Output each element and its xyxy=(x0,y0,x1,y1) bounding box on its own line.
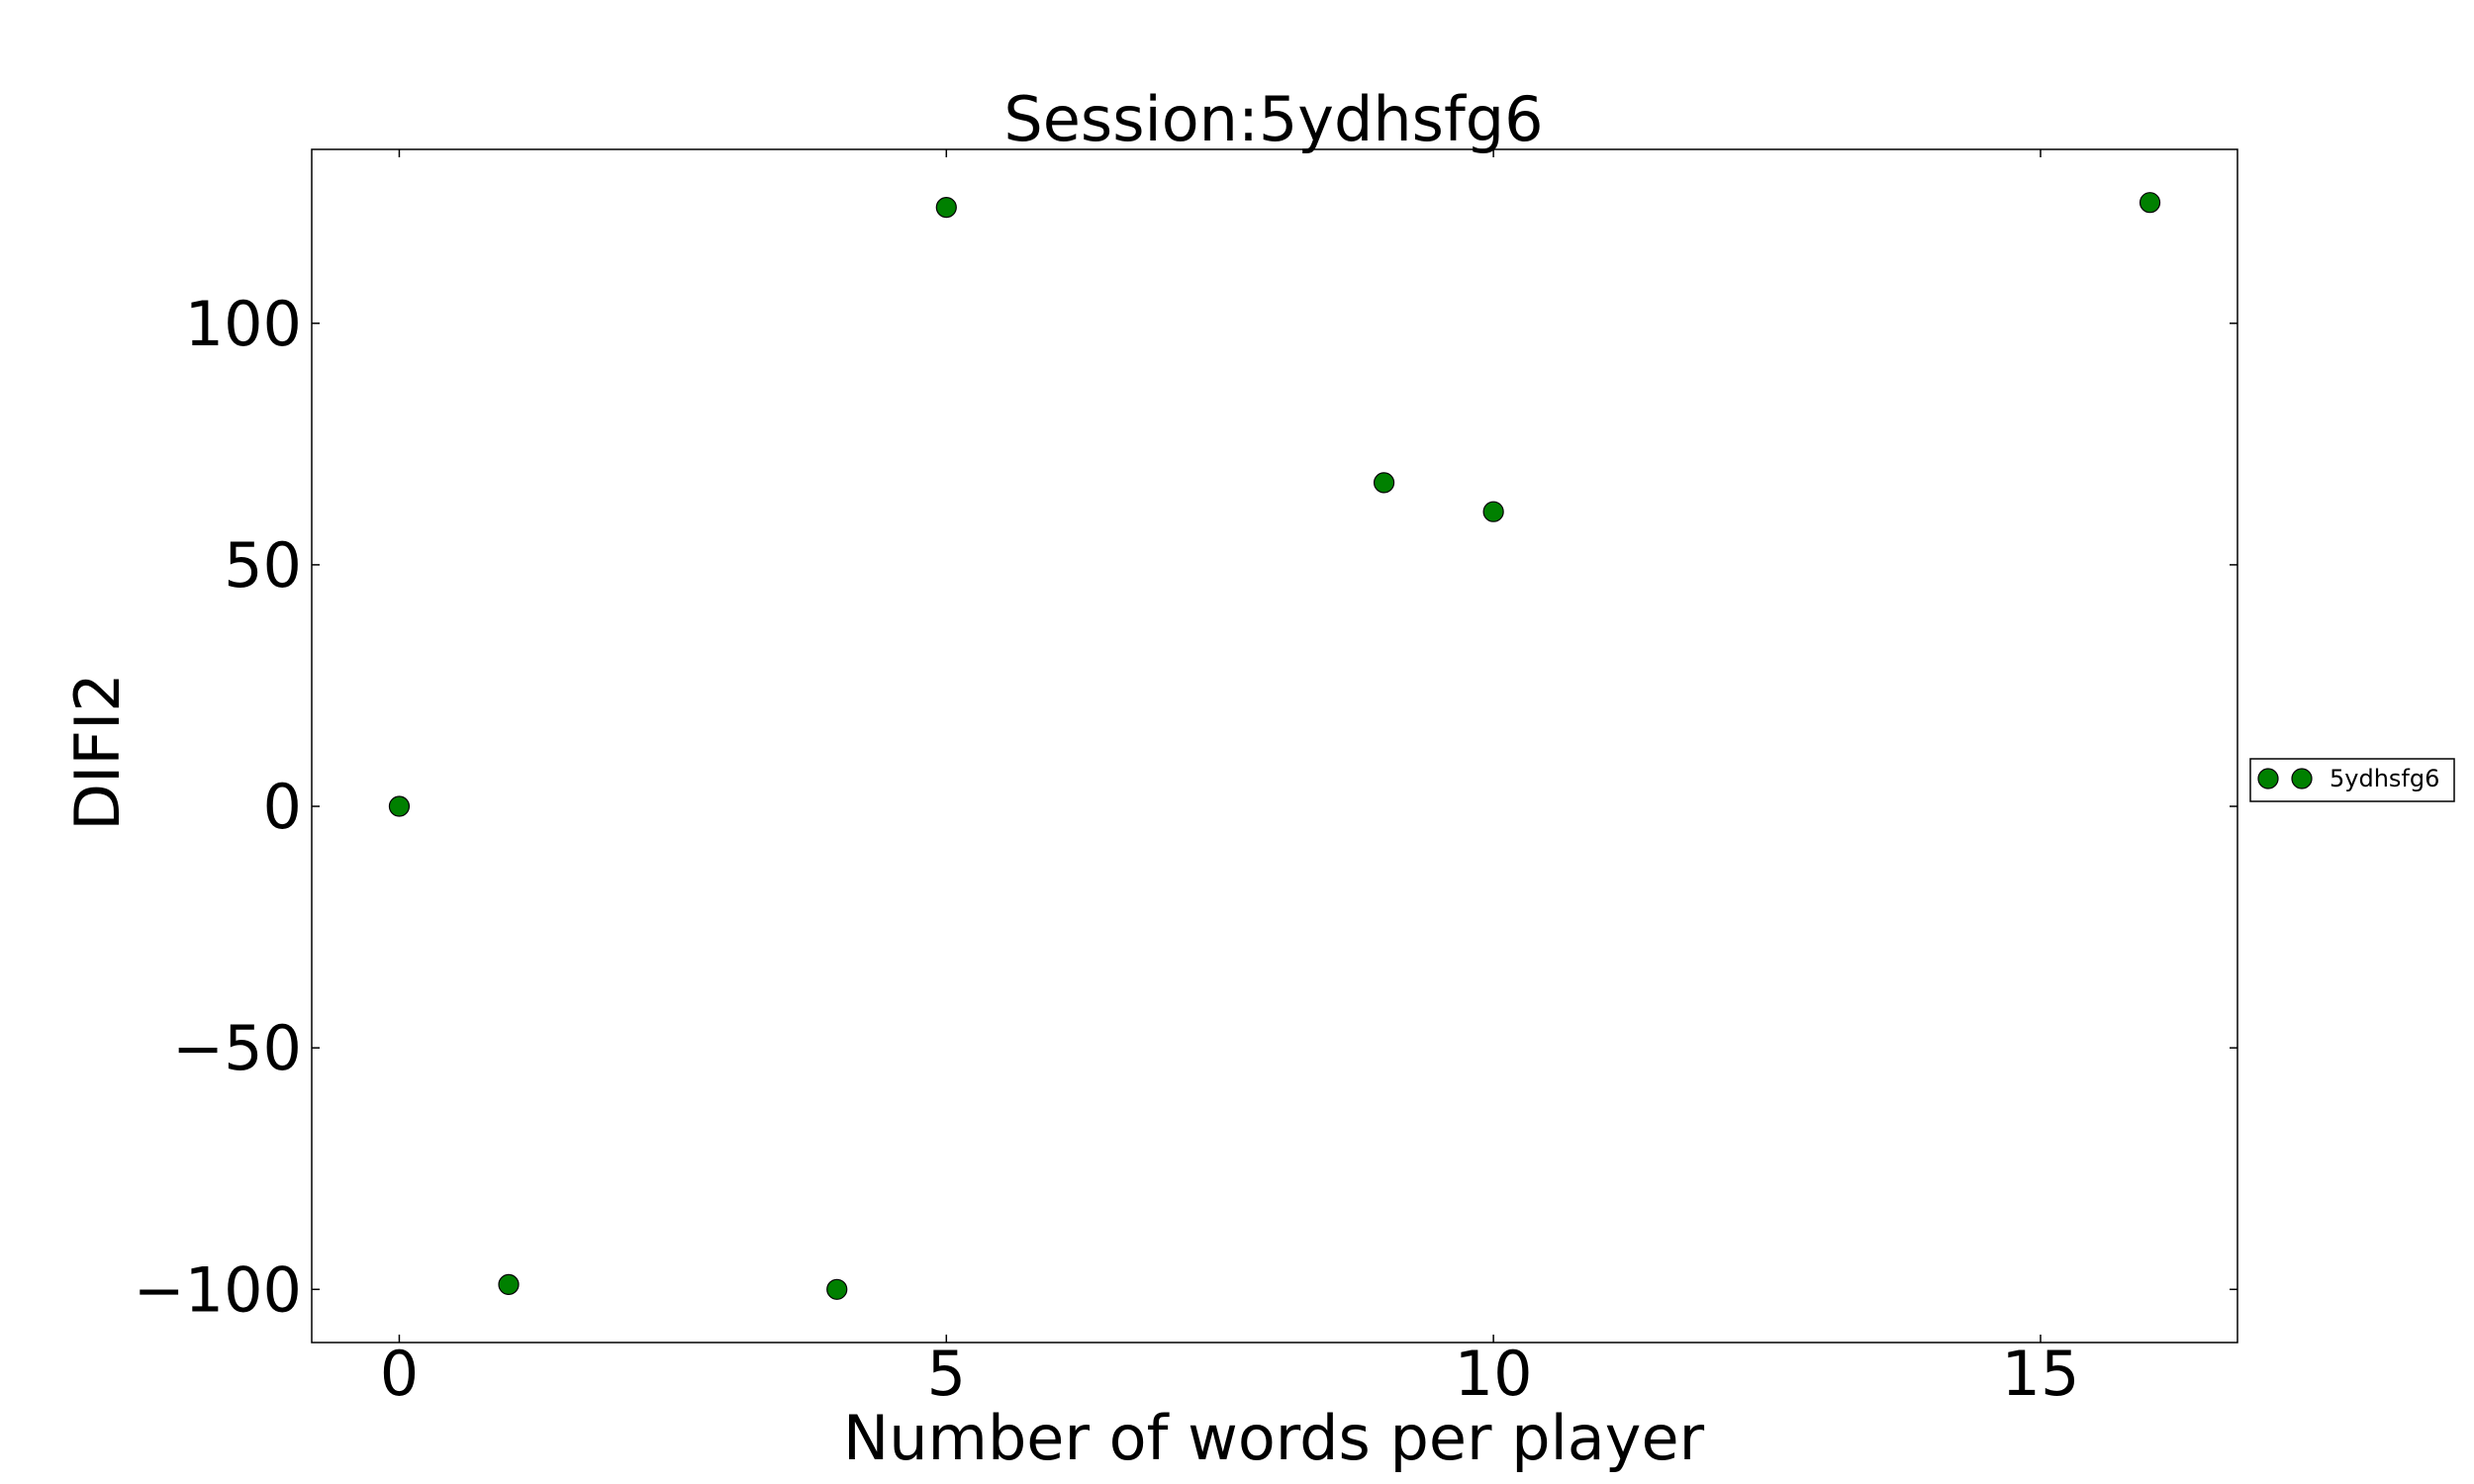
legend-label: 5ydhsfg6 xyxy=(2330,765,2439,792)
x-axis-label: Number of words per player xyxy=(843,1402,1705,1474)
x-tick-label: 10 xyxy=(1455,1338,1533,1410)
x-axis-ticks: 0 5 10 15 xyxy=(380,149,2080,1410)
y-tick-label: −50 xyxy=(172,1012,302,1084)
legend-marker xyxy=(2291,768,2313,789)
y-tick-label: 100 xyxy=(185,288,302,360)
y-tick-label: −100 xyxy=(134,1253,302,1326)
data-point xyxy=(498,1273,520,1296)
legend-box xyxy=(2249,758,2455,802)
y-tick-label: 50 xyxy=(224,529,302,602)
data-point xyxy=(826,1278,848,1300)
x-tick-label: 15 xyxy=(2002,1338,2080,1410)
scatter-points xyxy=(388,192,2161,1300)
data-point xyxy=(935,196,957,219)
chart-title: Session:5ydhsfg6 xyxy=(1003,83,1543,155)
data-point xyxy=(1482,501,1504,522)
y-tick-label: 0 xyxy=(263,771,302,843)
plot-frame xyxy=(311,148,2238,1344)
data-point xyxy=(1373,472,1395,494)
data-point xyxy=(2139,192,2161,214)
x-tick-label: 5 xyxy=(927,1338,966,1410)
y-axis-ticks: −100 −50 0 50 100 xyxy=(134,288,2237,1326)
legend-marker xyxy=(2257,768,2279,789)
y-axis-label: DIFI2 xyxy=(61,673,134,830)
legend: 5ydhsfg6 xyxy=(2249,758,2455,802)
data-point xyxy=(388,795,411,817)
x-tick-label: 0 xyxy=(380,1338,419,1410)
